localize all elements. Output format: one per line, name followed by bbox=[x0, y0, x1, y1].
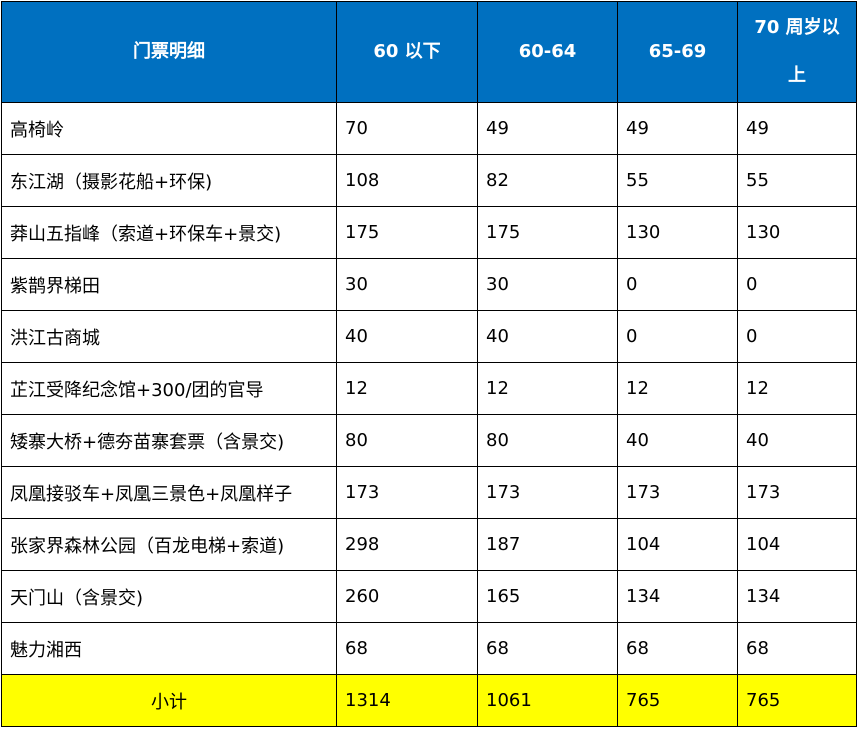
table-header: 门票明细 60 以下 60-64 65-69 70 周岁以上 bbox=[1, 1, 857, 103]
price-60-64: 30 bbox=[477, 258, 618, 311]
table-row: 天门山（含景交) 260 165 134 134 bbox=[1, 570, 857, 623]
attraction-name: 高椅岭 bbox=[1, 102, 337, 155]
price-under-60: 298 bbox=[336, 518, 478, 571]
header-60-64: 60-64 bbox=[477, 1, 618, 103]
price-under-60: 175 bbox=[336, 206, 478, 259]
subtotal-row: 小计 1314 1061 765 765 bbox=[1, 674, 857, 727]
attraction-name: 矮寨大桥+德夯苗寨套票（含景交) bbox=[1, 414, 337, 467]
price-65-69: 0 bbox=[617, 310, 738, 363]
price-70-plus: 0 bbox=[737, 310, 857, 363]
table-row: 东江湖（摄影花船+环保) 108 82 55 55 bbox=[1, 154, 857, 207]
subtotal-under-60: 1314 bbox=[336, 674, 478, 727]
attraction-name: 芷江受降纪念馆+300/团的官导 bbox=[1, 362, 337, 415]
price-under-60: 68 bbox=[336, 622, 478, 675]
price-65-69: 68 bbox=[617, 622, 738, 675]
header-ticket-detail: 门票明细 bbox=[1, 1, 337, 103]
price-70-plus: 55 bbox=[737, 154, 857, 207]
header-row: 门票明细 60 以下 60-64 65-69 70 周岁以上 bbox=[1, 1, 857, 103]
price-60-64: 187 bbox=[477, 518, 618, 571]
attraction-name: 天门山（含景交) bbox=[1, 570, 337, 623]
subtotal-label: 小计 bbox=[1, 674, 337, 727]
attraction-name: 洪江古商城 bbox=[1, 310, 337, 363]
table-row: 魅力湘西 68 68 68 68 bbox=[1, 622, 857, 675]
price-under-60: 70 bbox=[336, 102, 478, 155]
price-60-64: 165 bbox=[477, 570, 618, 623]
ticket-price-table: 门票明细 60 以下 60-64 65-69 70 周岁以上 高椅岭 70 49… bbox=[1, 1, 857, 727]
price-70-plus: 134 bbox=[737, 570, 857, 623]
table-row: 洪江古商城 40 40 0 0 bbox=[1, 310, 857, 363]
price-65-69: 134 bbox=[617, 570, 738, 623]
price-60-64: 49 bbox=[477, 102, 618, 155]
price-65-69: 40 bbox=[617, 414, 738, 467]
price-under-60: 40 bbox=[336, 310, 478, 363]
subtotal-70-plus: 765 bbox=[737, 674, 857, 727]
header-70-plus: 70 周岁以上 bbox=[737, 1, 857, 103]
price-70-plus: 130 bbox=[737, 206, 857, 259]
subtotal-65-69: 765 bbox=[617, 674, 738, 727]
price-under-60: 12 bbox=[336, 362, 478, 415]
table-row: 芷江受降纪念馆+300/团的官导 12 12 12 12 bbox=[1, 362, 857, 415]
table-row: 莽山五指峰（索道+环保车+景交) 175 175 130 130 bbox=[1, 206, 857, 259]
price-70-plus: 40 bbox=[737, 414, 857, 467]
price-under-60: 108 bbox=[336, 154, 478, 207]
price-60-64: 80 bbox=[477, 414, 618, 467]
price-under-60: 173 bbox=[336, 466, 478, 519]
price-under-60: 80 bbox=[336, 414, 478, 467]
table-row: 矮寨大桥+德夯苗寨套票（含景交) 80 80 40 40 bbox=[1, 414, 857, 467]
price-65-69: 55 bbox=[617, 154, 738, 207]
price-70-plus: 49 bbox=[737, 102, 857, 155]
price-65-69: 104 bbox=[617, 518, 738, 571]
price-60-64: 68 bbox=[477, 622, 618, 675]
table-row: 凤凰接驳车+凤凰三景色+凤凰样子 173 173 173 173 bbox=[1, 466, 857, 519]
price-70-plus: 68 bbox=[737, 622, 857, 675]
price-60-64: 82 bbox=[477, 154, 618, 207]
table-row: 张家界森林公园（百龙电梯+索道) 298 187 104 104 bbox=[1, 518, 857, 571]
price-60-64: 12 bbox=[477, 362, 618, 415]
attraction-name: 凤凰接驳车+凤凰三景色+凤凰样子 bbox=[1, 466, 337, 519]
price-under-60: 260 bbox=[336, 570, 478, 623]
price-65-69: 173 bbox=[617, 466, 738, 519]
price-65-69: 130 bbox=[617, 206, 738, 259]
price-65-69: 0 bbox=[617, 258, 738, 311]
attraction-name: 张家界森林公园（百龙电梯+索道) bbox=[1, 518, 337, 571]
attraction-name: 东江湖（摄影花船+环保) bbox=[1, 154, 337, 207]
table-body: 高椅岭 70 49 49 49 东江湖（摄影花船+环保) 108 82 55 5… bbox=[1, 102, 857, 727]
price-60-64: 173 bbox=[477, 466, 618, 519]
attraction-name: 魅力湘西 bbox=[1, 622, 337, 675]
subtotal-60-64: 1061 bbox=[477, 674, 618, 727]
header-under-60: 60 以下 bbox=[336, 1, 478, 103]
price-60-64: 175 bbox=[477, 206, 618, 259]
header-65-69: 65-69 bbox=[617, 1, 738, 103]
price-60-64: 40 bbox=[477, 310, 618, 363]
attraction-name: 莽山五指峰（索道+环保车+景交) bbox=[1, 206, 337, 259]
price-70-plus: 104 bbox=[737, 518, 857, 571]
price-under-60: 30 bbox=[336, 258, 478, 311]
price-65-69: 49 bbox=[617, 102, 738, 155]
price-70-plus: 173 bbox=[737, 466, 857, 519]
attraction-name: 紫鹊界梯田 bbox=[1, 258, 337, 311]
price-65-69: 12 bbox=[617, 362, 738, 415]
table-row: 高椅岭 70 49 49 49 bbox=[1, 102, 857, 155]
price-70-plus: 0 bbox=[737, 258, 857, 311]
price-70-plus: 12 bbox=[737, 362, 857, 415]
table-row: 紫鹊界梯田 30 30 0 0 bbox=[1, 258, 857, 311]
